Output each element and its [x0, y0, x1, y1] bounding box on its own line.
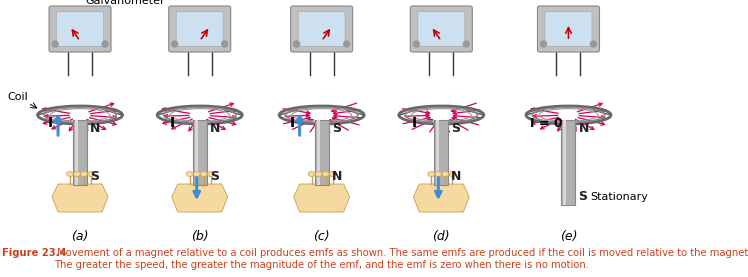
FancyBboxPatch shape [49, 6, 111, 52]
FancyBboxPatch shape [57, 12, 103, 47]
Polygon shape [172, 184, 227, 212]
Ellipse shape [442, 171, 449, 176]
Circle shape [221, 41, 227, 47]
Circle shape [172, 41, 178, 47]
Circle shape [463, 41, 469, 47]
Circle shape [414, 41, 420, 47]
FancyBboxPatch shape [545, 12, 592, 47]
Polygon shape [52, 184, 108, 212]
Bar [75, 120, 78, 185]
FancyBboxPatch shape [411, 6, 472, 52]
Ellipse shape [435, 171, 442, 176]
Bar [563, 120, 566, 205]
Text: (a): (a) [71, 230, 89, 243]
Bar [315, 120, 328, 185]
Text: Figure 23.4: Figure 23.4 [2, 248, 67, 258]
Ellipse shape [73, 171, 81, 176]
Ellipse shape [200, 171, 207, 176]
Circle shape [294, 41, 300, 47]
FancyBboxPatch shape [177, 12, 223, 47]
Text: S: S [578, 191, 587, 204]
Text: (b): (b) [191, 230, 209, 243]
Ellipse shape [322, 171, 329, 176]
Bar [435, 120, 448, 185]
Polygon shape [294, 184, 349, 212]
Ellipse shape [186, 171, 193, 176]
Bar [194, 120, 197, 185]
Text: S: S [451, 122, 460, 135]
Ellipse shape [88, 171, 94, 176]
Bar [436, 120, 439, 185]
Ellipse shape [315, 171, 322, 176]
FancyBboxPatch shape [538, 6, 599, 52]
Ellipse shape [329, 171, 336, 176]
FancyBboxPatch shape [291, 6, 352, 52]
Text: (c): (c) [313, 230, 330, 243]
Text: S: S [90, 171, 99, 183]
Ellipse shape [428, 171, 435, 176]
Text: I: I [289, 116, 295, 130]
Text: N: N [578, 122, 589, 135]
Text: I: I [48, 116, 53, 130]
FancyBboxPatch shape [298, 12, 345, 47]
Text: (e): (e) [560, 230, 577, 243]
Text: S: S [331, 122, 340, 135]
Bar [562, 120, 575, 205]
Text: N: N [90, 122, 100, 135]
Bar [316, 120, 319, 185]
Circle shape [541, 41, 547, 47]
Ellipse shape [207, 171, 214, 176]
Text: Galvanometer: Galvanometer [85, 0, 165, 6]
Text: N: N [209, 122, 220, 135]
Ellipse shape [193, 171, 200, 176]
Circle shape [343, 41, 349, 47]
Circle shape [52, 41, 58, 47]
FancyBboxPatch shape [169, 6, 230, 52]
Text: I: I [411, 116, 417, 130]
Text: S: S [209, 171, 218, 183]
Ellipse shape [308, 171, 315, 176]
Circle shape [590, 41, 596, 47]
Text: N: N [451, 171, 462, 183]
Ellipse shape [67, 171, 73, 176]
Bar [193, 120, 206, 185]
Text: Stationary: Stationary [590, 192, 649, 202]
Circle shape [102, 41, 108, 47]
Text: I = 0: I = 0 [530, 117, 563, 130]
Text: N: N [331, 171, 342, 183]
Ellipse shape [449, 171, 456, 176]
Text: Movement of a magnet relative to a coil produces emfs as shown. The same emfs ar: Movement of a magnet relative to a coil … [54, 248, 748, 270]
Text: (d): (d) [432, 230, 450, 243]
Bar [73, 120, 87, 185]
Text: I: I [170, 116, 175, 130]
Polygon shape [414, 184, 469, 212]
Ellipse shape [81, 171, 88, 176]
Text: Coil: Coil [7, 92, 28, 102]
FancyBboxPatch shape [418, 12, 465, 47]
